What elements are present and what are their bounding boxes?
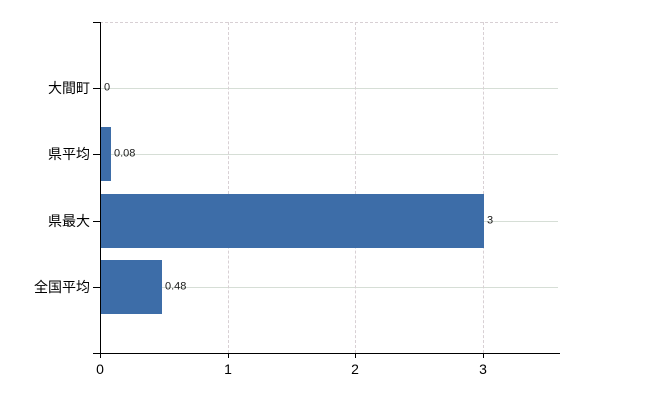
x-tick-label: 3: [479, 361, 487, 377]
bar-value-label: 0.48: [165, 280, 187, 293]
x-tick-label: 2: [351, 361, 359, 377]
x-axis-tick: [228, 353, 229, 358]
category-label: 全国平均: [34, 279, 90, 295]
category-label: 県最大: [48, 213, 90, 229]
horizontal-gridline: [100, 154, 558, 156]
horizontal-gridline: [100, 286, 558, 288]
category-label: 大間町: [48, 80, 90, 96]
bar: [101, 194, 484, 248]
x-axis-tick: [355, 353, 356, 358]
plot-top-border: [100, 22, 558, 23]
bar-value-label: 3: [487, 214, 494, 227]
y-axis-tick: [93, 154, 100, 155]
vertical-gridline: [228, 22, 229, 353]
x-axis-tick: [100, 353, 101, 358]
x-tick-label: 0: [96, 361, 104, 377]
vertical-gridline: [483, 22, 484, 353]
bar: [101, 127, 111, 181]
vertical-gridline: [355, 22, 356, 353]
y-axis-tick: [93, 88, 100, 89]
y-axis-tick: [93, 287, 100, 288]
x-axis: [93, 353, 560, 354]
y-axis: [100, 22, 101, 358]
horizontal-gridline: [100, 88, 558, 90]
bar-value-label: 0.08: [114, 147, 136, 160]
x-axis-tick: [483, 353, 484, 358]
y-axis-top-tick: [93, 22, 100, 23]
x-tick-label: 1: [224, 361, 232, 377]
y-axis-tick: [93, 221, 100, 222]
category-label: 県平均: [48, 146, 90, 162]
bar: [101, 260, 162, 314]
bar-value-label: 0: [104, 81, 111, 94]
